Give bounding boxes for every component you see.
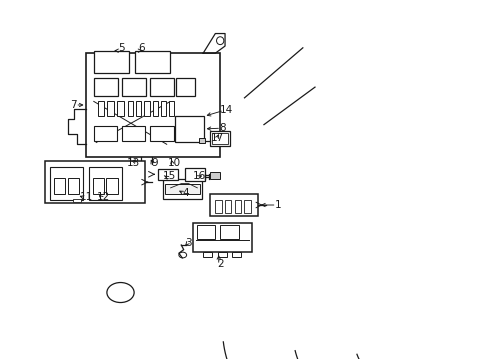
Bar: [86, 53, 220, 157]
Bar: [212, 133, 227, 144]
Bar: [89, 167, 122, 200]
Bar: [73, 199, 81, 202]
Bar: [98, 102, 104, 116]
Text: 13: 13: [127, 158, 140, 168]
Text: 8: 8: [219, 123, 225, 133]
Bar: [232, 252, 241, 257]
Bar: [215, 200, 221, 213]
Bar: [234, 200, 241, 213]
Bar: [152, 102, 158, 116]
Bar: [210, 172, 220, 179]
Bar: [161, 102, 166, 116]
Bar: [136, 102, 141, 116]
Text: 1: 1: [275, 200, 281, 210]
Text: 17: 17: [211, 133, 224, 143]
Bar: [50, 167, 83, 200]
Text: 10: 10: [167, 158, 180, 168]
Bar: [220, 225, 238, 239]
Text: 15: 15: [162, 171, 175, 181]
Text: 14: 14: [219, 105, 232, 115]
Text: 4: 4: [183, 188, 189, 198]
Bar: [176, 78, 195, 96]
Bar: [127, 102, 133, 116]
Bar: [122, 126, 145, 141]
Bar: [217, 252, 226, 257]
Bar: [106, 178, 117, 194]
Bar: [169, 102, 174, 116]
Text: 2: 2: [217, 259, 223, 269]
Bar: [122, 78, 146, 96]
Text: 3: 3: [185, 238, 191, 248]
Bar: [210, 131, 229, 146]
Text: 12: 12: [97, 192, 110, 202]
Bar: [158, 168, 178, 180]
Bar: [244, 200, 250, 213]
Bar: [224, 200, 231, 213]
Bar: [197, 225, 215, 239]
Bar: [164, 184, 200, 194]
Bar: [210, 194, 258, 216]
Text: 6: 6: [138, 43, 144, 53]
Text: 5: 5: [119, 43, 125, 53]
Bar: [144, 102, 149, 116]
Bar: [107, 102, 114, 116]
Text: 7: 7: [70, 100, 77, 110]
Bar: [67, 178, 79, 194]
Bar: [94, 51, 128, 73]
Bar: [199, 138, 204, 143]
Bar: [117, 102, 123, 116]
Text: 11: 11: [80, 192, 93, 202]
Bar: [175, 116, 203, 143]
Bar: [45, 161, 144, 203]
Bar: [135, 51, 170, 73]
Text: 9: 9: [151, 158, 158, 168]
Bar: [185, 168, 204, 181]
Text: 16: 16: [193, 171, 206, 181]
Bar: [150, 126, 173, 141]
Bar: [163, 179, 201, 199]
Bar: [94, 126, 117, 141]
Bar: [193, 223, 251, 252]
Bar: [203, 252, 211, 257]
Bar: [150, 78, 174, 96]
Bar: [93, 178, 104, 194]
Bar: [94, 78, 118, 96]
Bar: [54, 178, 65, 194]
